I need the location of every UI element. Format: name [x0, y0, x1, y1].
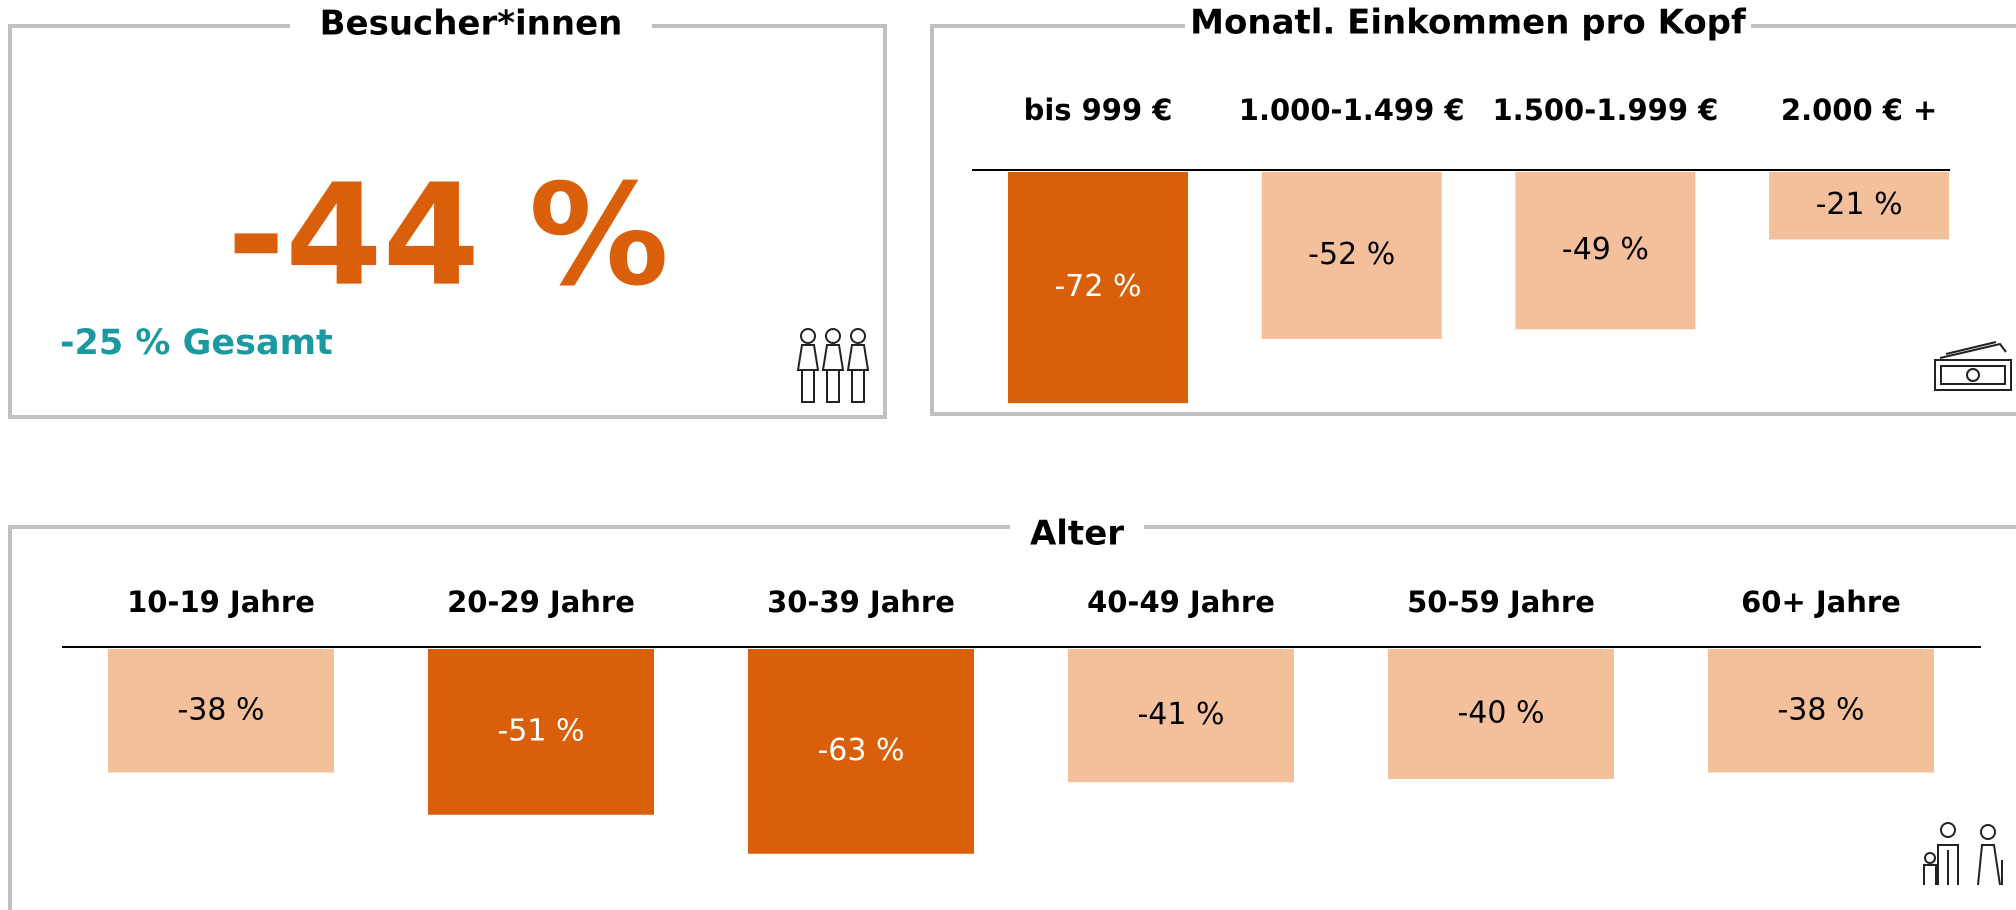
category-label: 30-39 Jahre [767, 585, 955, 619]
bar [1261, 172, 1442, 339]
bar [748, 649, 974, 854]
category-label: bis 999 € [1024, 93, 1173, 127]
title-gap [1010, 507, 1144, 547]
value-label: -41 % [1137, 697, 1224, 732]
value-label: -38 % [177, 692, 264, 727]
bar [1769, 172, 1950, 240]
category-label: 60+ Jahre [1741, 585, 1901, 619]
category-label: 2.000 € + [1781, 93, 1937, 127]
bar [1068, 649, 1294, 783]
kpi-subtitle: -25 % Gesamt [60, 323, 333, 363]
value-label: -21 % [1816, 187, 1903, 222]
bar [428, 649, 654, 815]
value-label: -38 % [1777, 692, 1864, 727]
bar [108, 649, 334, 773]
panel-title: Besucher*innen [320, 4, 623, 44]
money-icon [1934, 341, 2012, 391]
chart-title: Monatl. Einkommen pro Kopf [1190, 3, 1747, 43]
value-label: -52 % [1308, 237, 1395, 272]
category-label: 1.000-1.499 € [1239, 93, 1465, 127]
bar [1708, 649, 1934, 773]
people-icon [796, 328, 870, 403]
value-label: -63 % [817, 733, 904, 768]
kpi-value: -44 % [227, 155, 669, 318]
title-gap [290, 6, 652, 46]
category-label: 1.500-1.999 € [1493, 93, 1719, 127]
title-gap [1185, 6, 1751, 46]
value-label: -51 % [497, 713, 584, 748]
category-label: 40-49 Jahre [1087, 585, 1275, 619]
value-label: -49 % [1562, 232, 1649, 267]
category-label: 50-59 Jahre [1407, 585, 1595, 619]
category-label: 10-19 Jahre [127, 585, 315, 619]
value-label: -40 % [1457, 696, 1544, 731]
bar [1515, 172, 1696, 330]
value-label: -72 % [1054, 269, 1141, 304]
chart-title: Alter [1030, 514, 1124, 554]
bar [1008, 172, 1188, 404]
category-label: 20-29 Jahre [447, 585, 635, 619]
bar [1388, 649, 1614, 779]
family-icon [1923, 822, 2003, 886]
